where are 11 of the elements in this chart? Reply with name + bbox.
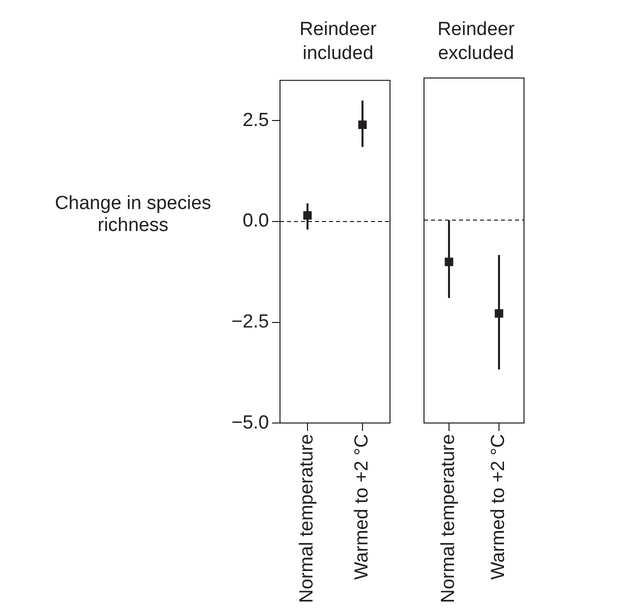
chart-title: Reindeer included: [298, 18, 378, 66]
x-tick-label: Normal temperature: [438, 434, 460, 604]
chart-title: Reindeer excluded: [436, 18, 516, 66]
y-axis-title: Change in species richness: [54, 193, 212, 237]
x-tick-label: Warmed to +2 °C: [352, 434, 373, 580]
y-tick-label: 2.5: [242, 110, 269, 131]
y-tick-label: 0.0: [242, 210, 269, 232]
x-tick-label: Normal temperature: [296, 434, 318, 604]
y-tick-label: −2.5: [231, 312, 269, 333]
x-tick-label: Warmed to +2 °C: [488, 434, 510, 580]
y-tick-label: −5.0: [231, 412, 269, 434]
